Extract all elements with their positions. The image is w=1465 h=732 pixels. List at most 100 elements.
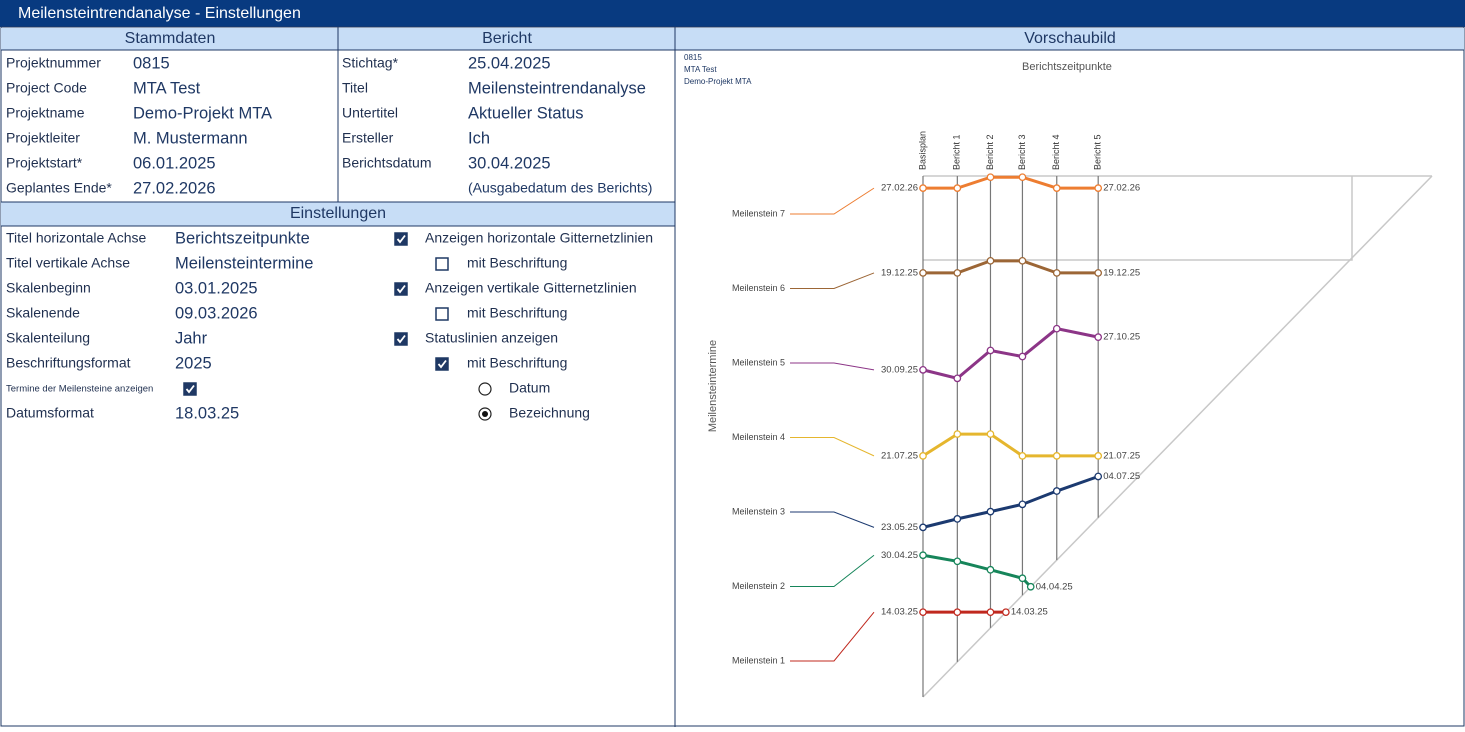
leader-line xyxy=(790,272,875,289)
frame xyxy=(0,26,1465,727)
start-date-label: 19.12.25 xyxy=(881,267,918,278)
end-date-label: 04.07.25 xyxy=(1103,471,1140,482)
milestone-line xyxy=(923,259,1099,275)
checkbox[interactable] xyxy=(435,357,449,371)
milestone-point xyxy=(1052,487,1061,495)
end-date-label: 04.04.25 xyxy=(1036,581,1073,592)
preview-info: MTA Test xyxy=(684,65,717,74)
field-value: 30.04.2025 xyxy=(468,154,551,172)
end-date-label: 14.03.25 xyxy=(1011,607,1048,618)
checkbox[interactable] xyxy=(394,282,408,296)
leader-line xyxy=(790,554,875,587)
milestone-point xyxy=(1094,333,1103,341)
report-label: Bericht 4 xyxy=(1051,134,1061,170)
field-label: Stichtag* xyxy=(342,55,399,71)
field-label: Untertitel xyxy=(342,105,398,121)
section-heading: Vorschaubild xyxy=(1024,30,1116,47)
x-axis-title: Berichtszeitpunkte xyxy=(1022,61,1112,73)
milestone-name: Meilenstein 1 xyxy=(732,655,785,665)
note: (Ausgabedatum des Berichts) xyxy=(468,180,652,196)
milestone-point xyxy=(1018,173,1027,182)
field-value: Ich xyxy=(468,129,490,147)
field-value: Aktueller Status xyxy=(468,104,584,122)
y-axis-title: Meilensteintermine xyxy=(707,340,719,432)
option-label: mit Beschriftung xyxy=(467,255,567,271)
milestone-point xyxy=(919,184,927,192)
window-title: Meilensteintrendanalyse - Einstellungen xyxy=(18,5,301,22)
field-value: 0815 xyxy=(133,54,170,72)
milestone-point xyxy=(986,507,995,516)
check-mark xyxy=(396,284,406,294)
milestone-point xyxy=(1094,184,1103,192)
start-date-label: 27.02.26 xyxy=(881,183,918,194)
report-label: Bericht 1 xyxy=(952,134,962,170)
header-bg xyxy=(675,28,1464,50)
radio[interactable] xyxy=(478,382,492,396)
leader-line xyxy=(790,511,875,528)
field-value: 06.01.2025 xyxy=(133,154,216,172)
milestone-point xyxy=(1018,256,1027,265)
milestone-point xyxy=(1094,452,1103,460)
checkbox[interactable] xyxy=(183,382,197,396)
milestone-point xyxy=(986,430,995,438)
field-value: M. Mustermann xyxy=(133,129,248,147)
grid-box xyxy=(923,176,1353,261)
start-date-label: 30.04.25 xyxy=(881,550,918,561)
checkbox[interactable] xyxy=(435,307,449,321)
milestone-line xyxy=(923,175,1099,190)
field-label: Skalenteilung xyxy=(6,330,90,346)
report-label: Bericht 5 xyxy=(1093,134,1103,170)
milestone-line xyxy=(922,327,1099,380)
milestone-point xyxy=(953,269,962,277)
milestone-point xyxy=(953,557,962,566)
milestone-point xyxy=(953,515,962,523)
milestone-point xyxy=(919,269,927,277)
milestone-point xyxy=(986,608,995,617)
field-value: 25.04.2025 xyxy=(468,54,551,72)
section-heading: Bericht xyxy=(482,30,532,47)
checkbox[interactable] xyxy=(435,257,449,271)
field-label: Skalenbeginn xyxy=(6,280,91,296)
milestone-name: Meilenstein 6 xyxy=(732,283,785,293)
milestone-point xyxy=(1052,269,1061,277)
option-label: mit Beschriftung xyxy=(467,305,567,321)
radio-label: Bezeichnung xyxy=(509,405,590,421)
section-heading: Stammdaten xyxy=(125,30,216,47)
field-value: Berichtszeitpunkte xyxy=(175,229,310,247)
preview-info: 0815 xyxy=(684,53,702,62)
leader-line xyxy=(790,611,875,662)
field-label: Datumsformat xyxy=(6,405,94,421)
report-label: Basisplan xyxy=(917,131,927,170)
header-bg xyxy=(1,202,675,226)
field-value: 09.03.2026 xyxy=(175,304,258,322)
field-label: Projektnummer xyxy=(6,55,101,71)
end-date-label: 21.07.25 xyxy=(1103,450,1140,461)
milestone-name: Meilenstein 2 xyxy=(732,581,785,591)
check-mark xyxy=(396,234,406,244)
milestone-point xyxy=(1018,452,1027,460)
milestone-point xyxy=(1052,324,1061,333)
start-date-label: 30.09.25 xyxy=(881,364,918,375)
milestone-point xyxy=(1002,608,1010,617)
milestone-point xyxy=(986,346,995,355)
field-value: 27.02.2026 xyxy=(133,179,216,197)
milestone-point xyxy=(919,551,927,560)
milestone-point xyxy=(1018,500,1027,509)
leader-line xyxy=(790,362,875,371)
checkbox[interactable] xyxy=(394,232,408,246)
milestone-line xyxy=(922,553,1032,588)
preview-grid xyxy=(922,175,1433,698)
end-date-label: 19.12.25 xyxy=(1103,267,1140,278)
start-date-label: 14.03.25 xyxy=(881,607,918,618)
milestone-point xyxy=(1018,352,1027,361)
option-label: Anzeigen horizontale Gitternetzlinien xyxy=(425,230,653,246)
end-date-label: 27.10.25 xyxy=(1103,332,1140,343)
checkbox[interactable] xyxy=(394,332,408,346)
start-date-label: 23.05.25 xyxy=(881,522,918,533)
section-heading: Einstellungen xyxy=(290,205,386,222)
field-label: Beschriftungsformat xyxy=(6,355,131,371)
field-label: Projektstart* xyxy=(6,155,83,171)
milestone-point xyxy=(1052,452,1061,460)
milestone-point xyxy=(986,256,995,265)
